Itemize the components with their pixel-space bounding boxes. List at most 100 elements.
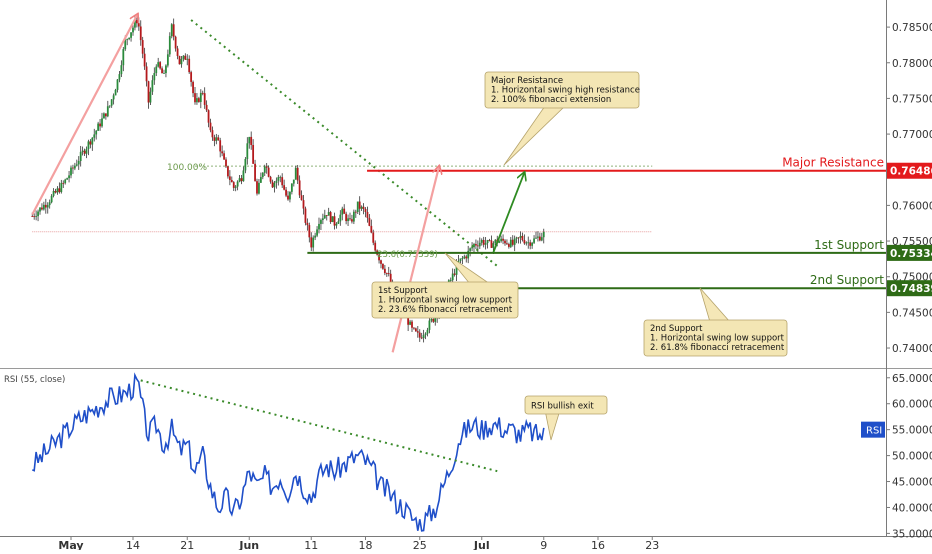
- candle-body: [75, 164, 78, 166]
- candle-body: [310, 237, 313, 248]
- candle-body: [145, 66, 148, 82]
- major-resistance-note-box: [484, 71, 640, 109]
- candle-body: [151, 80, 154, 92]
- candle-body: [68, 175, 70, 179]
- candle-body: [139, 26, 142, 41]
- candle-body: [213, 137, 216, 141]
- time-tick-label: 9: [540, 539, 547, 550]
- candle-body: [540, 237, 543, 241]
- candle-body: [413, 327, 415, 329]
- second-support-note-line: 2nd Support: [650, 324, 703, 334]
- candle-body: [166, 54, 169, 66]
- price-tick-label: 0.74500: [892, 307, 932, 319]
- candle-body: [537, 236, 539, 238]
- candle-body: [380, 260, 382, 264]
- candle-body: [316, 229, 318, 236]
- candle-body: [256, 181, 258, 194]
- candle-body: [64, 179, 67, 184]
- candle-body: [217, 137, 220, 141]
- candle-body: [120, 65, 123, 75]
- candle-body: [475, 244, 477, 246]
- candle-body: [428, 320, 431, 330]
- candle-body: [451, 273, 454, 281]
- candle-body: [327, 212, 330, 216]
- candle-body: [476, 245, 479, 247]
- rsi-note-label: RSI bullish exit: [531, 402, 594, 412]
- candle-body: [418, 332, 421, 338]
- candle-body: [271, 181, 274, 188]
- candle-body: [44, 204, 47, 208]
- candle-body: [329, 212, 332, 222]
- candle-body: [287, 195, 289, 200]
- candle-body: [197, 98, 200, 102]
- candle-body: [461, 258, 464, 260]
- candle-body: [58, 188, 61, 193]
- major-resistance-note-line: 1. Horizontal swing high resistance: [491, 86, 640, 96]
- rsi-tick-label: 40.0000: [892, 502, 932, 514]
- candle-body: [89, 141, 92, 145]
- candle-body: [366, 212, 369, 218]
- candle-body: [50, 195, 53, 203]
- candle-body: [351, 219, 353, 222]
- candle-body: [323, 215, 326, 219]
- candle-body: [48, 202, 51, 206]
- candle-body: [306, 222, 309, 226]
- candle-body: [471, 247, 473, 249]
- candle-body: [230, 179, 233, 183]
- first-support-note-line: 1st Support: [378, 286, 428, 296]
- candle-body: [37, 211, 39, 217]
- candle-body: [504, 240, 506, 244]
- candle-body: [358, 201, 361, 209]
- candle-body: [149, 91, 152, 103]
- candle-body: [527, 242, 530, 244]
- candle-body: [473, 244, 475, 248]
- candle-body: [459, 258, 462, 261]
- candle-body: [201, 92, 204, 94]
- candle-body: [453, 273, 456, 275]
- candle-body: [72, 167, 74, 169]
- candle-body: [128, 37, 131, 40]
- candle-body: [99, 123, 101, 127]
- candle-body: [248, 136, 251, 144]
- candle-body: [494, 239, 497, 244]
- candle-body: [498, 241, 501, 243]
- candle-body: [91, 137, 94, 145]
- candle-body: [114, 89, 117, 96]
- level-badge: [887, 162, 932, 179]
- candle-body: [199, 92, 202, 102]
- candle-body: [362, 206, 365, 210]
- candle-body: [360, 206, 363, 209]
- candle-body: [374, 242, 377, 251]
- candle-body: [335, 223, 338, 226]
- candle-body: [290, 183, 293, 192]
- price-tick-label: 0.78500: [892, 22, 932, 34]
- candle-body: [277, 177, 280, 181]
- first-support-note-line: 1. Horizontal swing low support: [378, 296, 513, 306]
- candle-body: [232, 182, 235, 188]
- price-tick-label: 0.74000: [892, 343, 932, 355]
- candle-body: [223, 153, 225, 160]
- candle-body: [285, 189, 287, 196]
- candle-body: [155, 66, 158, 74]
- candle-body: [244, 158, 247, 171]
- candle-body: [97, 123, 100, 131]
- candle-body: [478, 242, 481, 247]
- rsi-line: [32, 372, 545, 532]
- candle-body: [176, 48, 179, 56]
- second-support-note-line: 2. 61.8% fibonacci retracement: [650, 343, 785, 353]
- candle-body: [292, 179, 295, 184]
- pink-projection-arrow: [31, 14, 137, 216]
- candle-body: [269, 176, 272, 182]
- candle-body: [300, 195, 303, 201]
- candle-body: [174, 36, 177, 49]
- candle-body: [383, 268, 386, 274]
- candle-body: [370, 225, 373, 233]
- candle-body: [124, 39, 127, 50]
- candle-body: [424, 333, 427, 336]
- candle-body: [85, 148, 88, 154]
- candle-body: [320, 220, 322, 224]
- candle-body: [31, 216, 34, 217]
- annotations: Major Resistance 1st Support 2nd Support Ma…: [371, 71, 884, 441]
- candle-body: [130, 32, 132, 38]
